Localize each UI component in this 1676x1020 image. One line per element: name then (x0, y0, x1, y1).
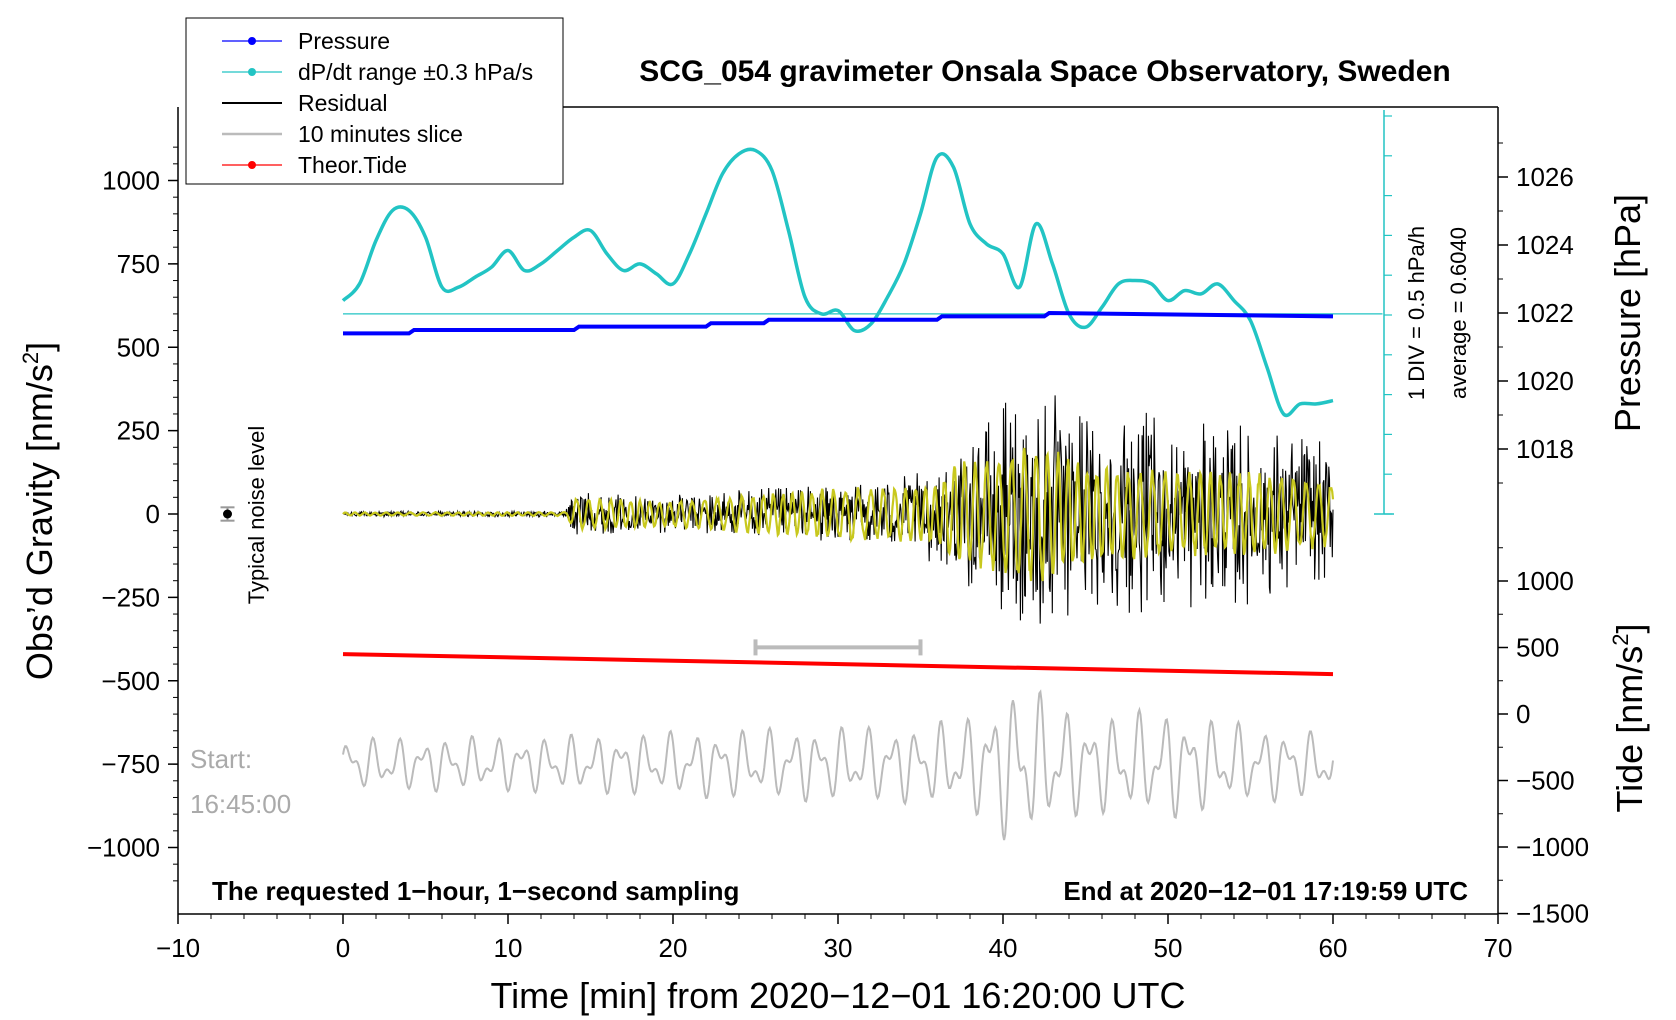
pressure-axis-ticks: 1026 1024 1022 1020 1018 (1498, 142, 1574, 484)
tide-tick-label: −500 (1516, 766, 1575, 796)
pressure-tick-label: 1020 (1516, 366, 1574, 396)
noise-level-label: Typical noise level (244, 426, 269, 605)
series-10-minutes-slice (342, 689, 1334, 841)
tide-tick-label: 500 (1516, 633, 1559, 663)
series-pressure (343, 310, 1334, 336)
y-tick-label: 0 (146, 499, 160, 529)
series-filtered-residual (342, 447, 1335, 582)
y-tick-label: 500 (117, 332, 160, 362)
average-label: average = 0.6040 (1446, 227, 1471, 399)
div-label: 1 DIV = 0.5 hPa/h (1404, 226, 1429, 400)
series-theor-tide (342, 652, 1334, 677)
x-tick-label: 30 (824, 933, 853, 963)
series-dpdt (341, 147, 1334, 418)
legend: Pressure dP/dt range ±0.3 hPa/s Residual 10… (185, 17, 564, 185)
chart-title: SCG_054 gravimeter Onsala Space Observat… (639, 55, 1451, 88)
noise-level-marker (220, 506, 235, 522)
legend-label: Pressure (298, 28, 390, 54)
x-tick-label: 40 (989, 933, 1018, 963)
tide-tick-label: 0 (1516, 699, 1530, 729)
y-axis-label-left: Obs’d Gravity [nm/s2] (18, 342, 60, 680)
x-tick-label: 50 (1154, 933, 1183, 963)
dpdt-scale-bar (1374, 110, 1394, 515)
bottom-left-note: The requested 1−hour, 1−second sampling (212, 876, 739, 906)
x-tick-label: −10 (156, 933, 200, 963)
y-axis-label-pressure: Pressure [hPa] (1607, 194, 1648, 432)
y-tick-label: −750 (101, 749, 160, 779)
legend-label: dP/dt range ±0.3 hPa/s (298, 59, 533, 85)
y-tick-label: 1000 (102, 166, 160, 196)
x-axis-ticks: −10 0 10 20 30 40 50 60 70 (156, 914, 1513, 963)
y-tick-label: 750 (117, 249, 160, 279)
pressure-tick-label: 1022 (1516, 298, 1574, 328)
tide-axis-ticks: 1000 500 0 −500 −1000 −1500 (1498, 547, 1589, 929)
y-tick-label: −1000 (87, 833, 160, 863)
bottom-right-note: End at 2020−12−01 17:19:59 UTC (1063, 876, 1468, 906)
pressure-tick-label: 1018 (1516, 434, 1574, 464)
legend-label: Residual (298, 90, 388, 116)
x-tick-label: 10 (494, 933, 523, 963)
legend-label: Theor.Tide (298, 152, 407, 178)
pressure-tick-label: 1026 (1516, 162, 1574, 192)
legend-box (185, 17, 564, 185)
tide-tick-label: −1000 (1516, 832, 1589, 862)
y-axis-label-tide: Tide [nm/s2] (1608, 624, 1650, 813)
y-tick-label: −500 (101, 666, 160, 696)
slice-bar (753, 639, 923, 656)
tide-tick-label: −1500 (1516, 899, 1589, 929)
y-axis-ticks: 1000 750 500 250 0 −250 −500 −750 −1000 (87, 146, 178, 882)
x-tick-label: 0 (336, 933, 350, 963)
x-tick-label: 20 (659, 933, 688, 963)
legend-label: 10 minutes slice (298, 121, 463, 147)
y-tick-label: −250 (101, 582, 160, 612)
tide-tick-label: 1000 (1516, 566, 1574, 596)
noise-point (223, 509, 232, 519)
legend-marker (248, 68, 256, 76)
x-axis-label: Time [min] from 2020−12−01 16:20:00 UTC (490, 975, 1185, 1016)
y-tick-label: 250 (117, 416, 160, 446)
start-label: Start: (190, 744, 252, 774)
legend-marker (248, 37, 256, 45)
x-tick-label: 70 (1484, 933, 1513, 963)
legend-marker (248, 161, 256, 169)
x-tick-label: 60 (1319, 933, 1348, 963)
start-time: 16:45:00 (190, 789, 291, 819)
pressure-tick-label: 1024 (1516, 230, 1574, 260)
